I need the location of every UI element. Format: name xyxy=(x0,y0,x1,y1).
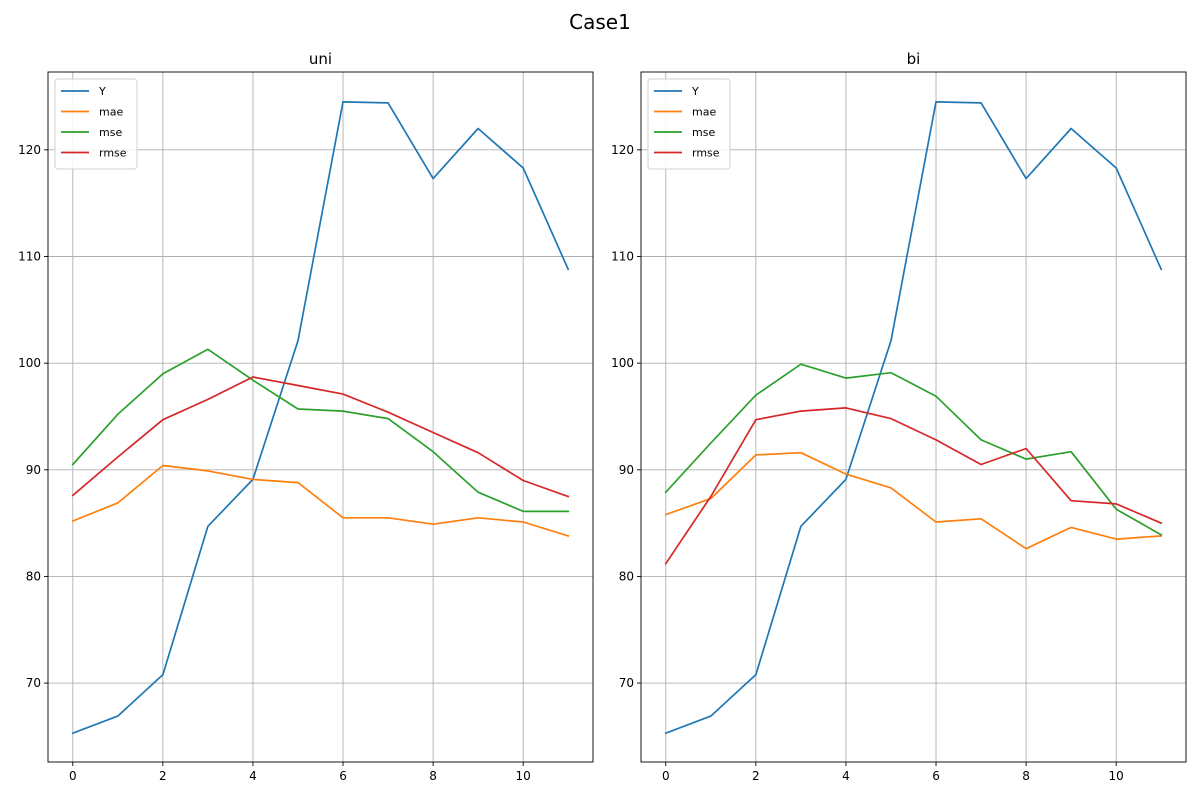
legend-label-mae: mae xyxy=(99,106,123,119)
y-tick-label: 120 xyxy=(18,143,41,157)
x-tick-label: 8 xyxy=(429,769,437,783)
y-tick-label: 100 xyxy=(611,356,634,370)
y-tick-label: 70 xyxy=(619,676,634,690)
y-tick-label: 110 xyxy=(18,249,41,263)
y-tick-label: 90 xyxy=(619,463,634,477)
x-tick-label: 4 xyxy=(842,769,850,783)
series-line-rmse xyxy=(664,407,1163,565)
x-tick-label: 6 xyxy=(932,769,940,783)
legend-label-rmse: rmse xyxy=(692,147,720,160)
x-tick-label: 6 xyxy=(339,769,347,783)
legend-box xyxy=(647,78,731,170)
y-tick-label: 110 xyxy=(611,249,634,263)
series-line-mae xyxy=(664,451,1163,550)
axes-frame xyxy=(640,71,1187,763)
series-line-rmse xyxy=(71,376,570,498)
legend-label-Y: Y xyxy=(98,85,106,98)
x-tick-label: 4 xyxy=(249,769,257,783)
x-tick-label: 2 xyxy=(159,769,167,783)
x-tick-label: 10 xyxy=(1109,769,1124,783)
x-tick-label: 8 xyxy=(1022,769,1030,783)
legend-box xyxy=(54,78,138,170)
x-tick-label: 2 xyxy=(752,769,760,783)
series-line-mse xyxy=(664,363,1163,536)
y-tick-label: 70 xyxy=(26,676,41,690)
axes-title: uni xyxy=(309,50,332,68)
legend-label-Y: Y xyxy=(691,85,699,98)
figure-title: Case1 xyxy=(569,10,631,34)
legend-label-mse: mse xyxy=(99,126,122,139)
axes-frame xyxy=(47,71,594,763)
y-tick-label: 90 xyxy=(26,463,41,477)
y-tick-label: 120 xyxy=(611,143,634,157)
x-tick-label: 10 xyxy=(516,769,531,783)
legend-label-mse: mse xyxy=(692,126,715,139)
y-tick-label: 80 xyxy=(26,569,41,583)
y-tick-label: 100 xyxy=(18,356,41,370)
series-line-mae xyxy=(71,464,570,537)
x-tick-label: 0 xyxy=(662,769,670,783)
series-line-mse xyxy=(71,348,570,513)
axes-title: bi xyxy=(907,50,921,68)
legend-label-mae: mae xyxy=(692,106,716,119)
x-tick-label: 0 xyxy=(69,769,77,783)
series-line-Y xyxy=(71,101,570,735)
series-line-Y xyxy=(664,101,1163,735)
legend-label-rmse: rmse xyxy=(99,147,127,160)
y-tick-label: 80 xyxy=(619,569,634,583)
